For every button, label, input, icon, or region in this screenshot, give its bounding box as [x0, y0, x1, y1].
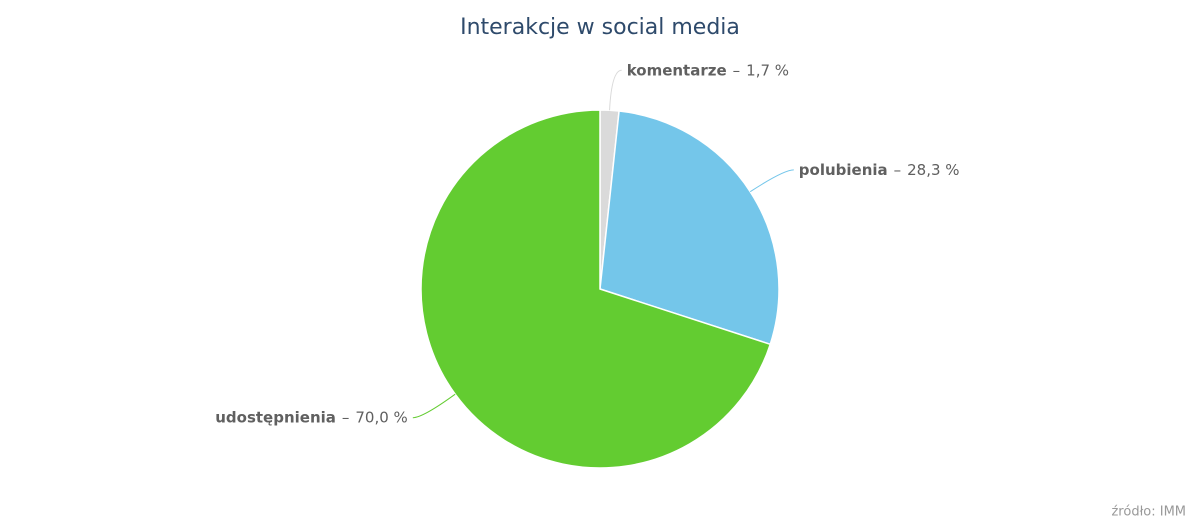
label-separator: – — [342, 408, 350, 426]
label-value: 28,3 % — [907, 160, 959, 178]
label-separator: – — [733, 61, 741, 79]
label-name: polubienia — [799, 160, 888, 178]
connector — [412, 393, 456, 419]
data-label: komentarze –1,7 % — [627, 61, 789, 79]
label-value: 70,0 % — [355, 408, 407, 426]
chart-title: Interakcje w social media — [460, 15, 740, 40]
label-name: komentarze — [627, 61, 727, 79]
credits: źródło: IMM — [1111, 505, 1186, 520]
data-label: udostępnienia –70,0 % — [215, 408, 408, 426]
label-name: udostępnienia — [215, 408, 336, 426]
pie-slice — [420, 109, 772, 469]
connector — [609, 69, 622, 111]
connector — [749, 169, 794, 193]
data-label: polubienia –28,3 % — [799, 160, 960, 178]
label-separator: – — [894, 160, 902, 178]
pie-slice — [599, 110, 780, 346]
label-value: 1,7 % — [746, 61, 789, 79]
